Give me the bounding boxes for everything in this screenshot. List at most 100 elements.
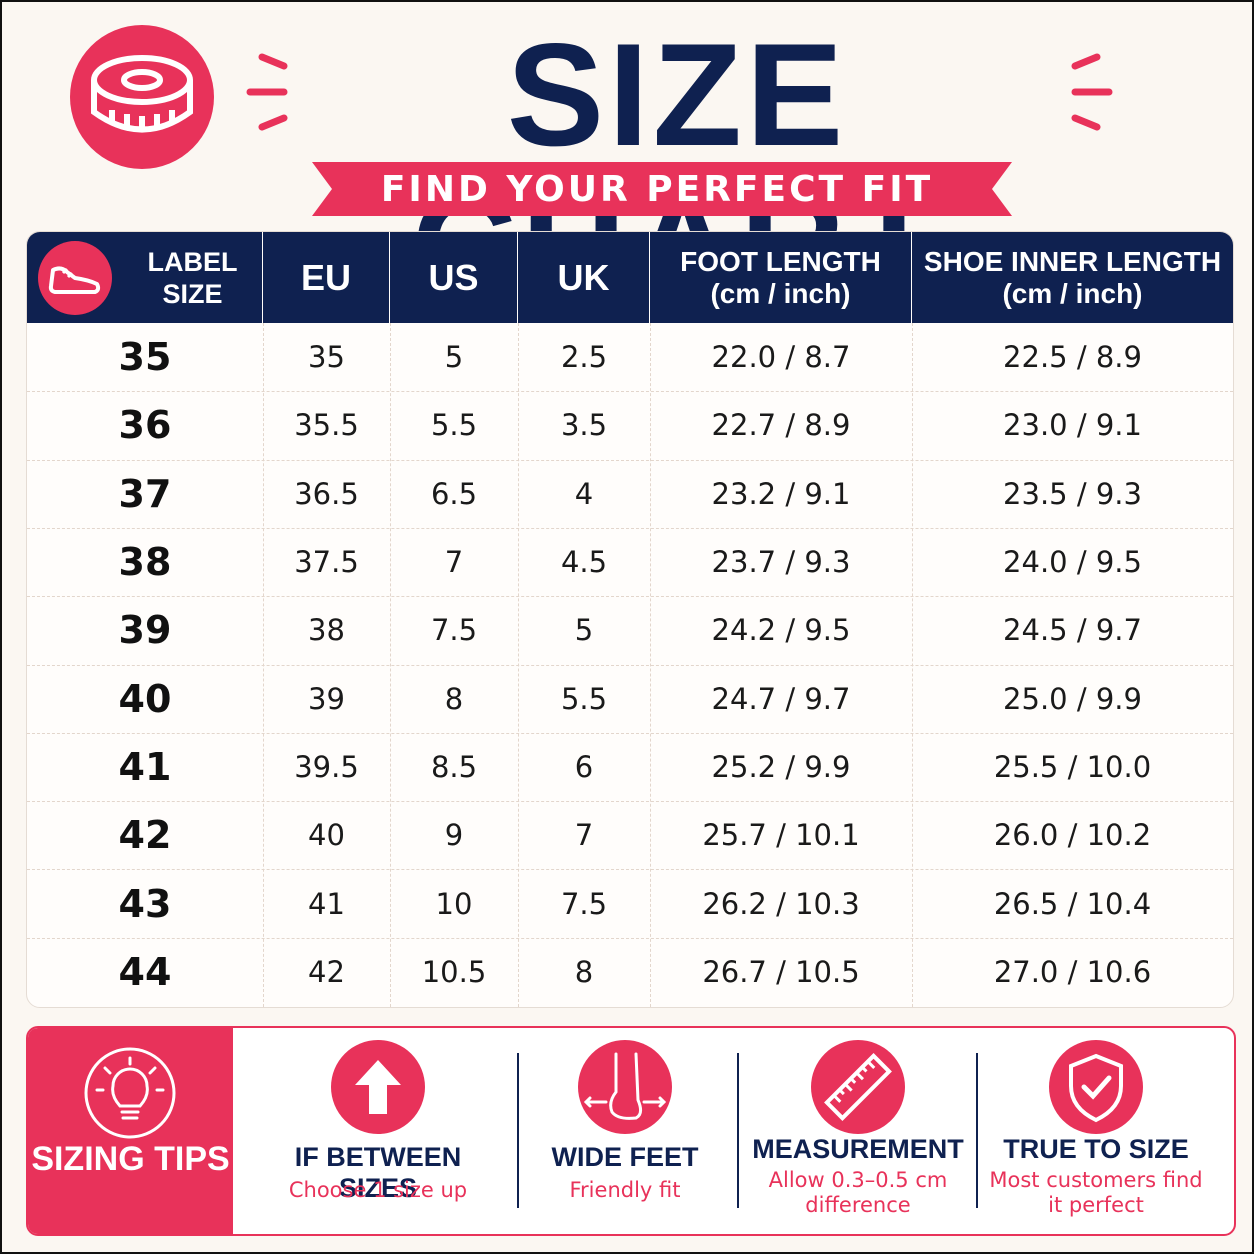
table-cell: 4 (574, 476, 594, 511)
label-size: 37 (118, 471, 172, 516)
table-cell: 5 (574, 613, 594, 648)
table-cell: 25.7 / 10.1 (702, 818, 860, 853)
column-title: EU (300, 256, 351, 298)
column-header: UK (518, 232, 649, 323)
label-size: 40 (118, 676, 172, 721)
tips-panel: SIZING TIPS IF BETWEEN SIZES Choose 1 siz… (26, 1026, 1236, 1236)
row-divider (27, 869, 1233, 871)
label-size: 35 (118, 335, 172, 380)
table-cell: 23.7 / 9.3 (711, 545, 851, 580)
table-cell: 7 (574, 818, 594, 853)
table-cell: 22.7 / 8.9 (711, 408, 851, 443)
table-cell: 3.5 (560, 408, 608, 443)
tip-title: MEASUREMENT (752, 1134, 964, 1164)
tip-title: IF BETWEEN SIZES (294, 1142, 462, 1203)
subtitle: FIND YOUR PERFECT FIT (380, 169, 934, 210)
tip-icon (578, 1040, 672, 1134)
column-title: SHOE INNER LENGTH (923, 245, 1222, 277)
table-cell: 5.5 (430, 408, 478, 443)
table-cell: 8.5 (430, 749, 478, 784)
label-size: 42 (118, 813, 172, 858)
label-size: 44 (118, 949, 172, 994)
table-cell: 7 (444, 545, 464, 580)
table-cell: 6 (574, 749, 594, 784)
column-divider (650, 323, 651, 1007)
row-divider (27, 596, 1233, 598)
column-header: US (390, 232, 517, 323)
tip-title: WIDE FEET (551, 1142, 699, 1172)
table-cell: 6.5 (430, 476, 478, 511)
table-cell: 22.5 / 8.9 (1003, 340, 1142, 375)
table-cell: 5 (444, 340, 464, 375)
sparkle-left (246, 53, 288, 131)
table-cell: 24.5 / 9.7 (1003, 613, 1142, 648)
table-cell: 5.5 (560, 681, 608, 716)
tip-icon (811, 1040, 905, 1134)
tip: WIDE FEET Friendly fit (505, 1028, 745, 1234)
table-cell: 8 (444, 681, 464, 716)
table-cell: 22.0 / 8.7 (711, 340, 851, 375)
table-cell: 23.2 / 9.1 (711, 476, 851, 511)
ribbon (312, 162, 1012, 216)
column-unit: (cm / inch) (1002, 277, 1143, 309)
row-divider (27, 391, 1233, 393)
table-cell: 26.0 / 10.2 (993, 818, 1152, 853)
column-header: LABEL SIZE (27, 232, 262, 323)
bulb-icon (84, 1047, 176, 1139)
table-cell: 38 (308, 613, 345, 648)
row-divider (27, 801, 1233, 803)
table-cell: 23.5 / 9.3 (1003, 476, 1142, 511)
tip-text: Friendly fit (569, 1178, 681, 1202)
table-cell: 10.5 (421, 954, 487, 989)
table-cell: 23.0 / 9.1 (1003, 408, 1142, 443)
label-size: 39 (118, 608, 172, 653)
table-cell: 4.5 (560, 545, 608, 580)
row-divider (27, 937, 1233, 939)
column-title: FOOT LENGTH (680, 245, 881, 277)
row-divider (27, 459, 1233, 461)
column-title: LABEL SIZE (147, 246, 238, 309)
row-divider (27, 732, 1233, 734)
tip: IF BETWEEN SIZES Choose 1 size up (258, 1028, 498, 1234)
table-cell: 39 (308, 681, 345, 716)
tip-icon (331, 1040, 425, 1134)
shoe-icon (38, 240, 112, 315)
tip-divider (737, 1053, 739, 1208)
table-cell: 9 (444, 818, 464, 853)
column-divider (518, 323, 519, 1007)
tip-text: Choose 1 size up (288, 1178, 468, 1202)
column-divider (263, 323, 264, 1007)
table-cell: 24.7 / 9.7 (711, 681, 851, 716)
tip-text: Most customers find it perfect (989, 1168, 1203, 1217)
tip: TRUE TO SIZE Most customers find it perfe… (976, 1028, 1216, 1234)
column-header: EU (263, 232, 389, 323)
tip-divider (976, 1053, 978, 1208)
table-cell: 37.5 (294, 545, 359, 580)
column-title: US (428, 256, 479, 298)
table-cell: 26.5 / 10.4 (993, 886, 1152, 921)
table-cell: 42 (308, 954, 345, 989)
table-cell: 41 (308, 886, 345, 921)
table-cell: 10 (435, 886, 473, 921)
tip: MEASUREMENT Allow 0.3–0.5 cm difference (738, 1028, 978, 1234)
label-size: 43 (118, 881, 172, 926)
table-cell: 25.0 / 9.9 (1003, 681, 1142, 716)
sparkle-right (1071, 53, 1113, 131)
column-divider (390, 323, 391, 1007)
table-cell: 25.5 / 10.0 (993, 749, 1152, 784)
table-cell: 2.5 (560, 340, 608, 375)
column-divider (912, 323, 913, 1007)
column-header: FOOT LENGTH (cm / inch) (650, 232, 911, 323)
table-cell: 7.5 (560, 886, 608, 921)
tips-title: SIZING TIPS (31, 1140, 230, 1178)
row-divider (27, 527, 1233, 529)
table-cell: 26.7 / 10.5 (702, 954, 860, 989)
table-cell: 35 (308, 340, 345, 375)
table-cell: 25.2 / 9.9 (711, 749, 851, 784)
column-unit: (cm / inch) (710, 277, 851, 309)
table-cell: 35.5 (294, 408, 359, 443)
table-cell: 39.5 (294, 749, 359, 784)
size-table: LABEL SIZE EU US UK FOOT LENGTH (cm / inch) SH… (26, 231, 1234, 1008)
table-cell: 24.0 / 9.5 (1003, 545, 1142, 580)
